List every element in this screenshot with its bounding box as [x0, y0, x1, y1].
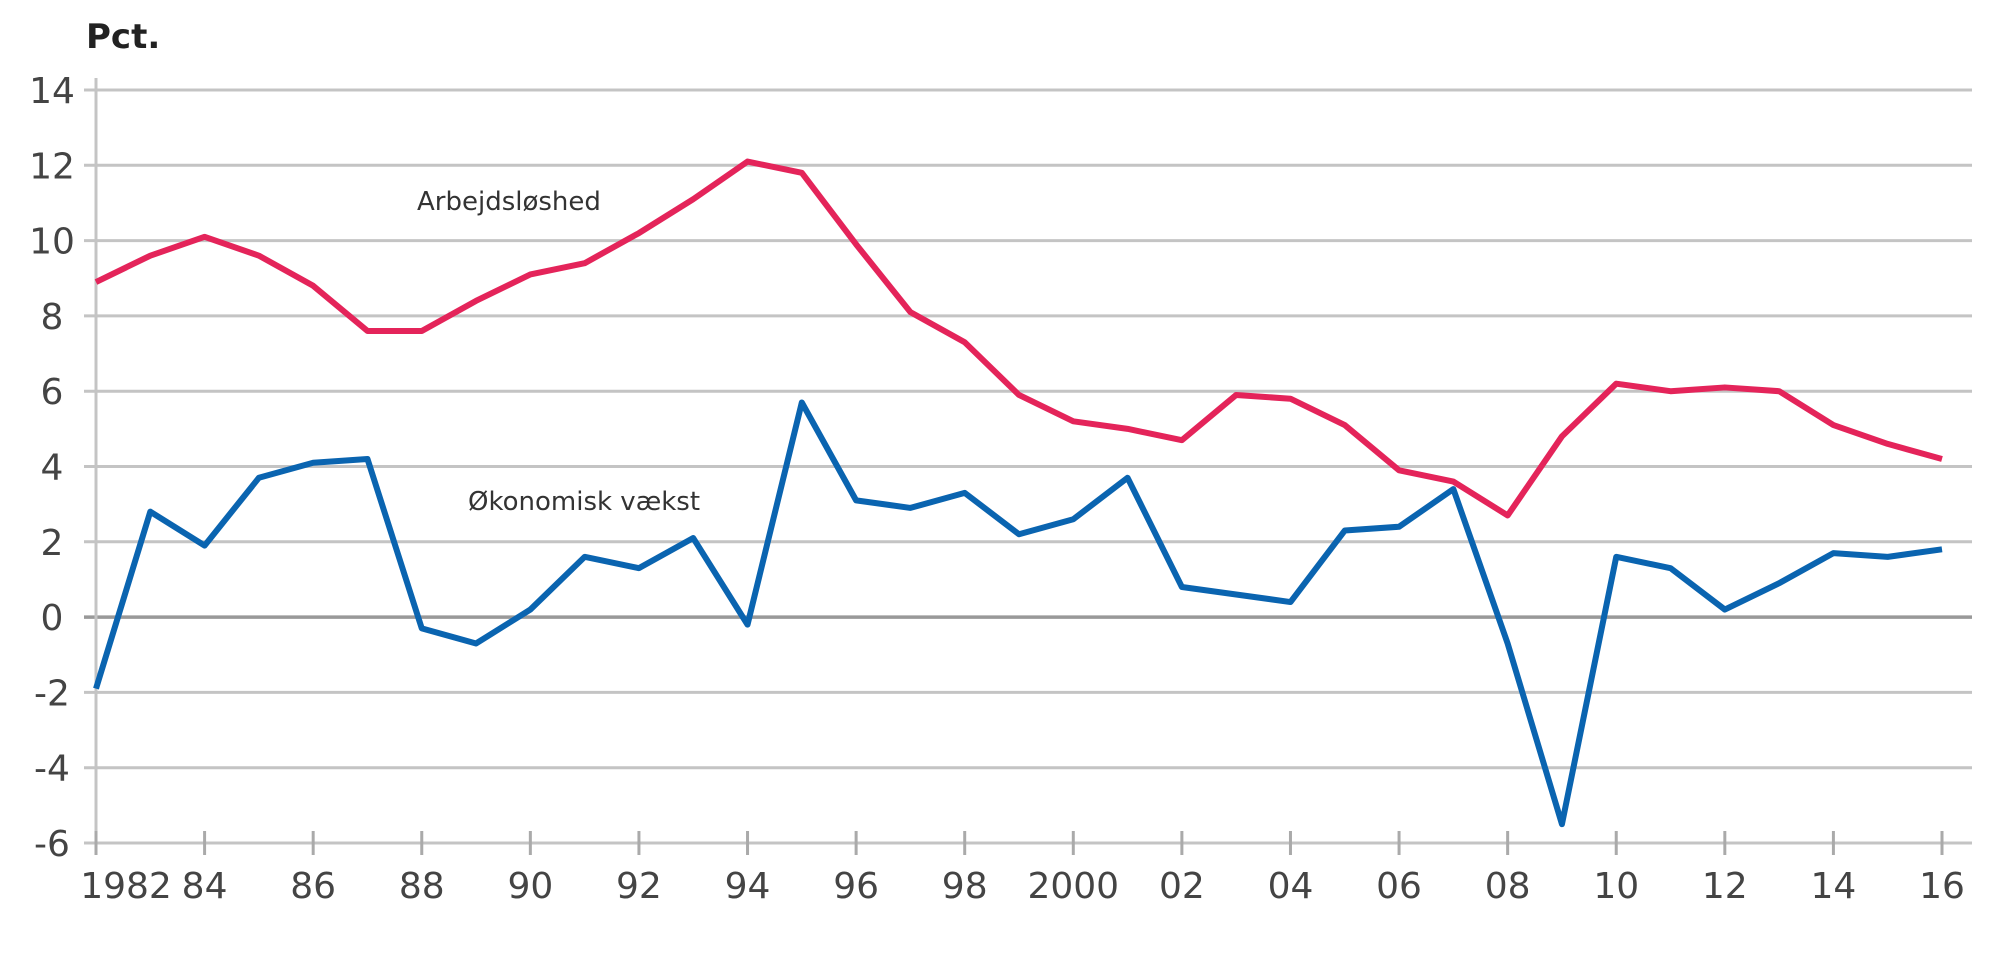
y-tick-label: -2 — [34, 673, 70, 714]
y-tick-label: 10 — [29, 222, 75, 263]
x-tick-label: 12 — [1702, 866, 1748, 907]
x-tick-label: 84 — [182, 866, 228, 907]
x-tick-label: 90 — [507, 866, 553, 907]
x-tick-label: 16 — [1919, 866, 1965, 907]
gridlines — [84, 78, 1972, 853]
x-tick-label: 94 — [725, 866, 771, 907]
x-tick-label: 88 — [399, 866, 445, 907]
y-tick-label: 0 — [41, 598, 64, 639]
x-axis-ticks: 1982 84 86 88 90 92 94 96 98 2000 02 04 06 08 10 12 14 16 — [80, 831, 1965, 907]
x-tick-label: 86 — [290, 866, 336, 907]
x-tick-label: 98 — [942, 866, 988, 907]
series-label-okonomisk-vaekst: Økonomisk vækst — [468, 487, 700, 517]
y-tick-label: 4 — [41, 448, 64, 489]
x-tick-label: 96 — [833, 866, 879, 907]
x-tick-label: 10 — [1593, 866, 1639, 907]
y-tick-label: 2 — [41, 523, 64, 564]
y-tick-label: -4 — [34, 749, 70, 790]
y-tick-label: 12 — [29, 146, 75, 187]
y-axis-ticks: 14 12 10 8 6 4 2 0 -2 -4 -6 — [29, 71, 75, 865]
x-tick-label: 92 — [616, 866, 662, 907]
x-tick-label: 08 — [1485, 866, 1531, 907]
y-tick-label: 6 — [41, 372, 64, 413]
y-tick-label: -6 — [34, 824, 70, 865]
x-tick-label: 06 — [1376, 866, 1422, 907]
series-label-arbejdsloshed: Arbejdsløshed — [417, 187, 601, 217]
series-line-arbejdsloshed — [94, 158, 1943, 519]
y-tick-label: 14 — [29, 71, 75, 112]
y-tick-label: 8 — [41, 297, 64, 338]
x-tick-label: 1982 — [80, 866, 172, 907]
x-tick-label: 04 — [1268, 866, 1314, 907]
x-tick-label: 2000 — [1027, 866, 1119, 907]
y-axis-unit-label: Pct. — [86, 17, 160, 57]
x-tick-label: 14 — [1811, 866, 1857, 907]
x-tick-label: 02 — [1159, 866, 1205, 907]
series-lines — [93, 158, 1943, 828]
